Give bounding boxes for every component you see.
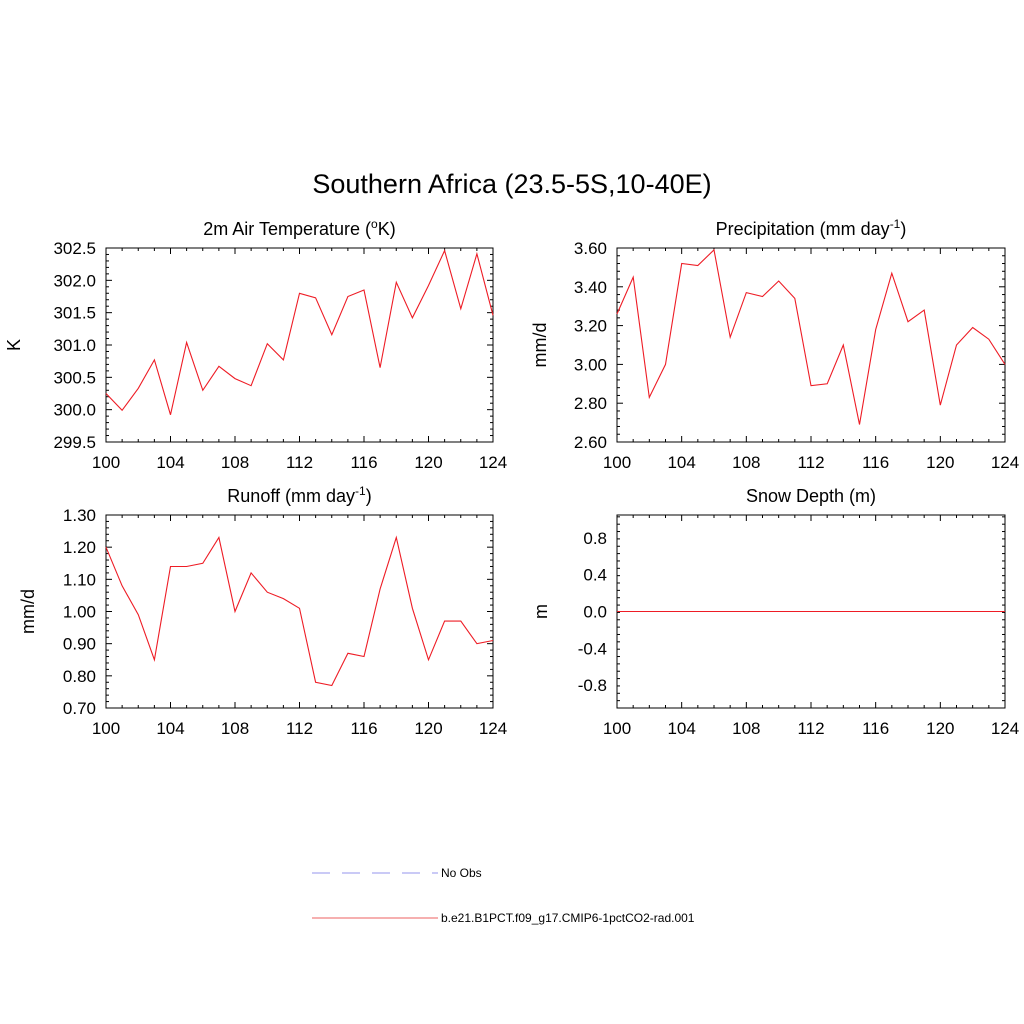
legend: No Obs b.e21.B1PCT.f09_g17.CMIP6-1pctCO2… bbox=[312, 866, 695, 925]
y-tick-label: 0.8 bbox=[583, 529, 607, 548]
y-tick-label: 3.20 bbox=[574, 317, 607, 336]
y-tick-label: 0.4 bbox=[583, 566, 607, 585]
plot-frame bbox=[616, 247, 1006, 443]
x-tick-label: 112 bbox=[797, 719, 824, 738]
y-axis-label: m bbox=[531, 604, 551, 619]
y-tick-label: 1.20 bbox=[63, 538, 96, 557]
x-tick-label: 116 bbox=[862, 453, 889, 472]
x-tick-label: 116 bbox=[350, 719, 377, 738]
x-tick-label: 104 bbox=[667, 719, 695, 738]
y-axis-label: mm/d bbox=[18, 589, 38, 634]
x-tick-label: 100 bbox=[92, 453, 120, 472]
panel-title: 2m Air Temperature (oK) bbox=[203, 217, 395, 239]
y-tick-label: 299.5 bbox=[53, 433, 96, 452]
panel-2: Precipitation (mm day-1) mm/d 100 104 108 112… bbox=[530, 217, 1019, 472]
y-tick-label: -0.4 bbox=[578, 639, 607, 658]
y-tick-label: -0.8 bbox=[578, 676, 607, 695]
y-tick-label: 2.80 bbox=[574, 394, 607, 413]
y-tick-label: 302.0 bbox=[53, 271, 96, 290]
panel-3: Runoff (mm day-1) mm/d 100 104 108 112 116 120 1… bbox=[18, 484, 507, 738]
y-tick-label: 1.30 bbox=[63, 506, 96, 525]
x-tick-label: 108 bbox=[221, 719, 249, 738]
x-tick-label: 100 bbox=[603, 719, 631, 738]
plot-frame bbox=[105, 247, 494, 443]
y-tick-label: 3.00 bbox=[574, 355, 607, 374]
x-tick-label: 116 bbox=[862, 719, 889, 738]
x-tick-label: 124 bbox=[479, 719, 507, 738]
x-tick-label: 108 bbox=[732, 453, 760, 472]
plot-frame bbox=[105, 514, 494, 709]
y-tick-label: 301.5 bbox=[53, 304, 96, 323]
panel-title: Precipitation (mm day-1) bbox=[716, 217, 907, 239]
figure-title: Southern Africa (23.5-5S,10-40E) bbox=[312, 169, 711, 199]
y-tick-label: 3.40 bbox=[574, 278, 607, 297]
x-tick-label: 104 bbox=[667, 453, 695, 472]
x-tick-label: 116 bbox=[350, 453, 377, 472]
y-tick-label: 2.60 bbox=[574, 433, 607, 452]
y-tick-label: 0.90 bbox=[63, 635, 96, 654]
x-tick-label: 100 bbox=[603, 453, 631, 472]
y-axis-label: mm/d bbox=[530, 323, 550, 368]
x-tick-label: 124 bbox=[991, 719, 1019, 738]
series-line-1 bbox=[616, 248, 1006, 425]
legend-label-no-obs: No Obs bbox=[441, 866, 482, 880]
panel-title: Runoff (mm day-1) bbox=[227, 484, 371, 506]
x-tick-label: 120 bbox=[414, 719, 442, 738]
y-tick-label: 1.00 bbox=[63, 603, 96, 622]
panel-4: Snow Depth (m) m 100 104 108 112 116 120 124 -0.8… bbox=[531, 486, 1019, 738]
x-tick-label: 108 bbox=[221, 453, 249, 472]
x-tick-label: 112 bbox=[286, 453, 313, 472]
series-line-1 bbox=[105, 249, 494, 415]
legend-label-model: b.e21.B1PCT.f09_g17.CMIP6-1pctCO2-rad.00… bbox=[441, 911, 695, 925]
panel-1: 2m Air Temperature (oK) K 100 104 108 112 116 1… bbox=[4, 217, 507, 472]
x-tick-label: 112 bbox=[286, 719, 313, 738]
x-tick-label: 104 bbox=[156, 719, 184, 738]
x-tick-label: 108 bbox=[732, 719, 760, 738]
panels: 2m Air Temperature (oK) K 100 104 108 112 116 1… bbox=[4, 217, 1019, 738]
x-tick-label: 124 bbox=[479, 453, 507, 472]
y-tick-label: 0.80 bbox=[63, 667, 96, 686]
x-tick-label: 104 bbox=[156, 453, 184, 472]
y-tick-label: 0.70 bbox=[63, 699, 96, 718]
y-tick-label: 301.0 bbox=[53, 336, 96, 355]
y-axis-label: K bbox=[4, 339, 24, 351]
y-tick-label: 300.5 bbox=[53, 368, 96, 387]
y-tick-label: 0.0 bbox=[583, 603, 607, 622]
x-tick-label: 112 bbox=[797, 453, 824, 472]
y-tick-label: 1.10 bbox=[63, 570, 96, 589]
y-tick-label: 300.0 bbox=[53, 401, 96, 420]
x-tick-label: 120 bbox=[926, 453, 954, 472]
x-tick-label: 100 bbox=[92, 719, 120, 738]
x-tick-label: 120 bbox=[414, 453, 442, 472]
series-line-1 bbox=[105, 535, 494, 687]
y-tick-label: 302.5 bbox=[53, 239, 96, 258]
x-tick-label: 124 bbox=[991, 453, 1019, 472]
y-tick-label: 3.60 bbox=[574, 239, 607, 258]
x-tick-label: 120 bbox=[926, 719, 954, 738]
panel-title: Snow Depth (m) bbox=[746, 486, 876, 506]
